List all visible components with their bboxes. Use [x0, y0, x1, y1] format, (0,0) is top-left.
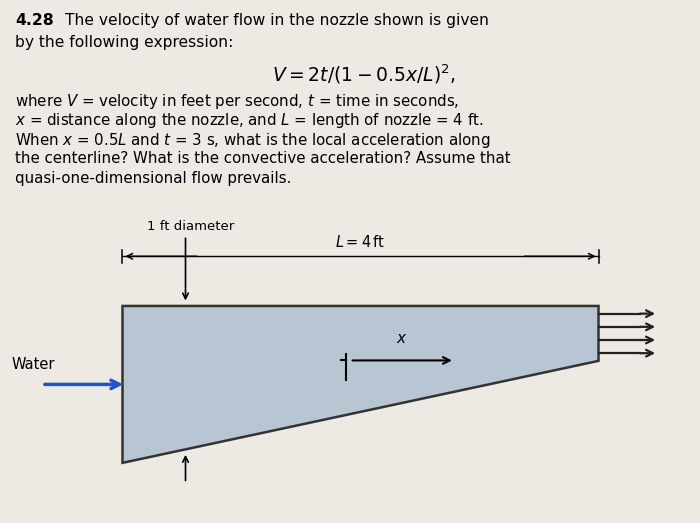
Text: $x$ = distance along the nozzle, and $L$ = length of nozzle = 4 ft.: $x$ = distance along the nozzle, and $L$…: [15, 111, 484, 130]
Text: 1 ft diameter: 1 ft diameter: [147, 220, 234, 233]
Text: $L=4\,\mathrm{ft}$: $L=4\,\mathrm{ft}$: [335, 234, 386, 250]
Text: the centerline? What is the convective acceleration? Assume that: the centerline? What is the convective a…: [15, 151, 511, 166]
Text: 4.28: 4.28: [15, 13, 54, 28]
Text: where $V$ = velocity in feet per second, $t$ = time in seconds,: where $V$ = velocity in feet per second,…: [15, 92, 459, 110]
Text: by the following expression:: by the following expression:: [15, 35, 234, 50]
Text: $V = 2t/(1 - 0.5x/L)^2,$: $V = 2t/(1 - 0.5x/L)^2,$: [272, 63, 456, 86]
Polygon shape: [122, 306, 598, 463]
Text: The velocity of water flow in the nozzle shown is given: The velocity of water flow in the nozzle…: [65, 13, 489, 28]
Text: $x$: $x$: [396, 331, 408, 346]
Text: Water: Water: [11, 357, 55, 372]
Text: When $x$ = 0.5$L$ and $t$ = 3 s, what is the local acceleration along: When $x$ = 0.5$L$ and $t$ = 3 s, what is…: [15, 131, 491, 150]
Text: quasi-one-dimensional flow prevails.: quasi-one-dimensional flow prevails.: [15, 171, 292, 186]
